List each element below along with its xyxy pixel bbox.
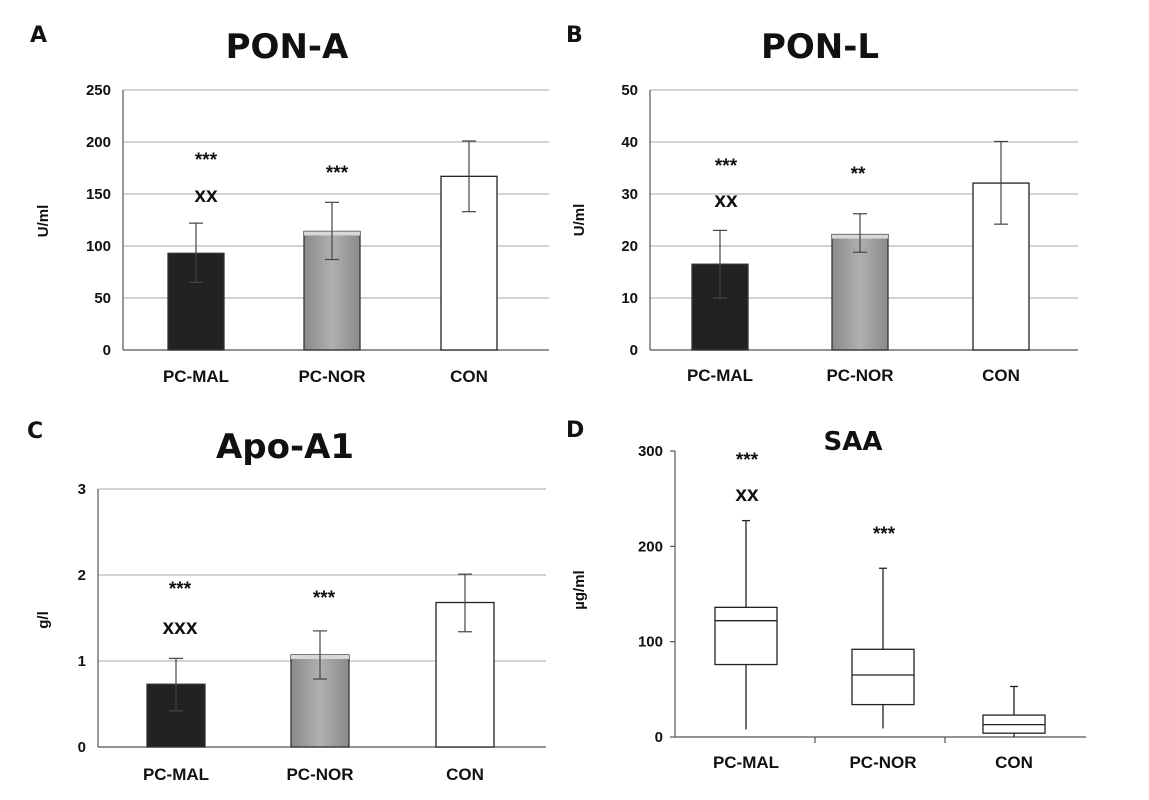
y-tick-label: 0 bbox=[103, 342, 111, 359]
y-tick-label: 150 bbox=[86, 186, 111, 203]
y-tick-label: 3 bbox=[78, 481, 86, 498]
y-axis-label: g/l bbox=[35, 611, 52, 629]
y-axis-label: U/ml bbox=[35, 205, 52, 238]
y-tick-label: 1 bbox=[78, 653, 86, 670]
significance-marker: xx bbox=[714, 189, 738, 212]
panel-letter: C bbox=[27, 419, 43, 444]
x-category-label: PC-NOR bbox=[286, 765, 353, 784]
y-tick-label: 0 bbox=[655, 729, 663, 746]
significance-marker: *** bbox=[715, 156, 738, 177]
y-axis-label: U/ml bbox=[571, 204, 588, 237]
y-tick-label: 50 bbox=[94, 290, 111, 307]
panel-letter: A bbox=[30, 23, 47, 48]
significance-marker: ** bbox=[851, 164, 866, 185]
y-tick-label: 10 bbox=[621, 290, 638, 307]
x-category-label: CON bbox=[450, 367, 488, 386]
y-tick-label: 100 bbox=[638, 634, 663, 651]
y-tick-label: 20 bbox=[621, 238, 638, 255]
significance-marker: *** bbox=[873, 524, 896, 545]
y-tick-label: 200 bbox=[638, 538, 663, 555]
y-tick-label: 50 bbox=[621, 82, 638, 99]
x-category-label: PC-MAL bbox=[163, 367, 229, 386]
y-tick-label: 300 bbox=[638, 443, 663, 460]
significance-marker: xxx bbox=[162, 616, 197, 639]
y-tick-label: 100 bbox=[86, 238, 111, 255]
panel-a: A PON-A U/ml 0 50 100 150 200 250 PC-MAL PC-NOR CON… bbox=[30, 23, 549, 386]
x-category-label: CON bbox=[982, 366, 1020, 385]
chart-title: PON-A bbox=[226, 27, 349, 67]
panel-c: C Apo-A1 g/l 0 1 2 3 PC-MAL PC-NOR CON *** xxx *** bbox=[27, 419, 546, 784]
y-tick-label: 200 bbox=[86, 134, 111, 151]
x-category-label: CON bbox=[446, 765, 484, 784]
y-tick-label: 0 bbox=[630, 342, 638, 359]
panel-d: D SAA µg/ml 0 100 200 300 PC-MAL PC-NOR CON *** xx *… bbox=[566, 418, 1086, 772]
y-tick-label: 0 bbox=[78, 739, 86, 756]
x-category-label: PC-MAL bbox=[143, 765, 209, 784]
y-tick-label: 250 bbox=[86, 82, 111, 99]
x-category-label: PC-NOR bbox=[849, 753, 916, 772]
significance-marker: *** bbox=[326, 163, 349, 184]
significance-marker: xx bbox=[194, 184, 218, 207]
y-tick-label: 30 bbox=[621, 186, 638, 203]
panel-letter: B bbox=[566, 23, 583, 48]
x-category-label: PC-NOR bbox=[826, 366, 893, 385]
x-category-label: CON bbox=[995, 753, 1033, 772]
box bbox=[714, 606, 778, 666]
x-category-label: PC-MAL bbox=[713, 753, 779, 772]
chart-title: PON-L bbox=[761, 27, 879, 67]
significance-marker: xx bbox=[735, 483, 759, 506]
y-tick-label: 40 bbox=[621, 134, 638, 151]
significance-marker: *** bbox=[169, 579, 192, 600]
significance-marker: *** bbox=[736, 450, 759, 471]
chart-title: SAA bbox=[824, 427, 883, 457]
significance-marker: *** bbox=[313, 588, 336, 609]
bar bbox=[831, 233, 889, 351]
y-axis-label: µg/ml bbox=[571, 570, 588, 609]
panel-b: B PON-L U/ml 0 10 20 30 40 50 PC-MAL PC-NOR CON *** x… bbox=[566, 23, 1078, 385]
significance-marker: *** bbox=[195, 150, 218, 171]
chart-title: Apo-A1 bbox=[216, 427, 354, 467]
x-category-label: PC-MAL bbox=[687, 366, 753, 385]
y-tick-label: 2 bbox=[78, 567, 86, 584]
box bbox=[851, 648, 915, 706]
panel-letter: D bbox=[566, 418, 584, 443]
x-category-label: PC-NOR bbox=[298, 367, 365, 386]
